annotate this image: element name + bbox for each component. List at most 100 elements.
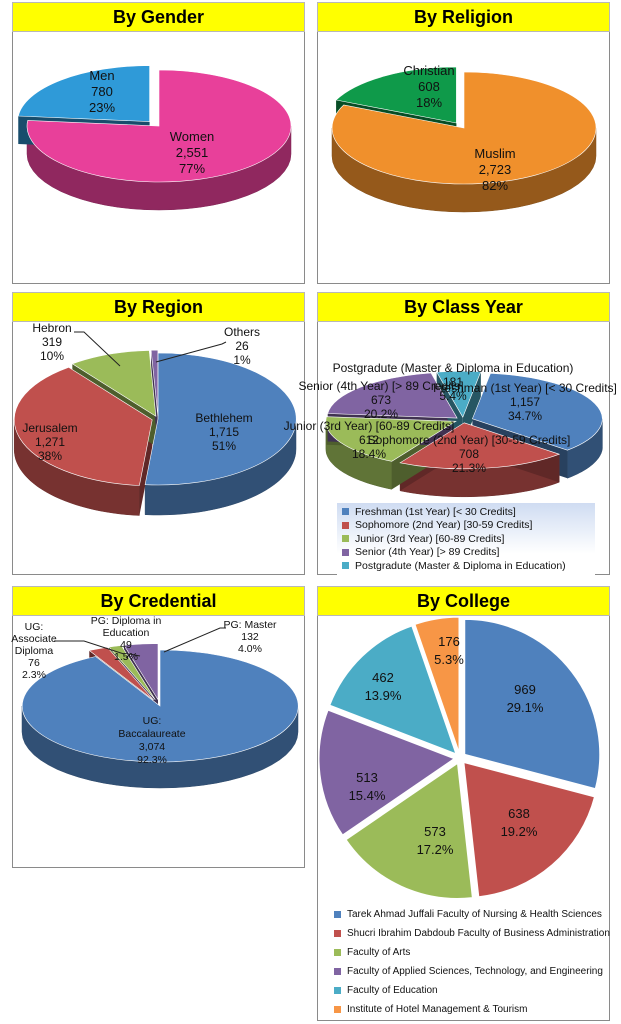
classyear-legend-item-junior-3rd-year-60-89-credits: Junior (3rd Year) [60-89 Credits] [342, 532, 566, 546]
classyear-legend-item-senior-4th-year-89-credits: Senior (4th Year) [> 89 Credits] [342, 546, 566, 560]
region-label-hebron: Hebron 319 10% [32, 321, 71, 363]
classyear-legend-label: Junior (3rd Year) [60-89 Credits] [355, 532, 505, 545]
college-legend-item-tarek-ahmad-juffali-faculty-of-nursing-health-sciences: Tarek Ahmad Juffali Faculty of Nursing &… [334, 905, 610, 924]
classyear-legend-label: Postgradute (Master & Diploma in Educati… [355, 559, 566, 572]
classyear-legend-item-postgradute-master-diploma-in-education: Postgradute (Master & Diploma in Educati… [342, 559, 566, 573]
credential-slice-ug-baccalaureate [21, 649, 299, 763]
classyear-slice-senior-4th-year-89-credits [327, 372, 458, 419]
college-legend-swatch [334, 1006, 341, 1013]
classyear-legend-swatch [342, 535, 349, 543]
classyear-legend-background [337, 503, 595, 575]
religion-title: By Religion [317, 2, 610, 32]
college-legend-swatch [334, 949, 341, 956]
college-legend: Tarek Ahmad Juffali Faculty of Nursing &… [334, 905, 610, 1019]
region-slice-others [150, 349, 159, 417]
college-label-shucri-ibrahim-dabdoub-faculty-of-business-administration: 638 19.2% [501, 806, 538, 839]
college-slice-shucri-ibrahim-dabdoub-faculty-of-business-administration [463, 761, 596, 898]
classyear-legend-item-sophomore-2nd-year-30-59-credits: Sophomore (2nd Year) [30-59 Credits] [342, 519, 566, 533]
religion-slice-christian [335, 66, 457, 124]
classyear-legend: Freshman (1st Year) [< 30 Credits] Sophom… [342, 505, 566, 573]
college-legend-label: Faculty of Applied Sciences, Technology,… [347, 966, 603, 977]
college-legend-swatch [334, 987, 341, 994]
college-legend-item-faculty-of-arts: Faculty of Arts [334, 943, 610, 962]
classyear-legend-swatch [342, 508, 349, 516]
college-label-institute-of-hotel-management-tourism: 176 5.3% [434, 634, 464, 667]
religion-pie-chart: Muslim 2,723 82% Christian 608 18% [331, 63, 597, 213]
college-legend-label: Institute of Hotel Management & Tourism [347, 1004, 528, 1015]
gender-pie-chart: Women 2,551 77% Men 780 23% [17, 65, 292, 211]
credential-slice-ug-associate-diploma [88, 646, 154, 701]
credential-leader-line [125, 653, 141, 659]
gender-slice-men [17, 65, 150, 122]
region-pie-chart: Bethlehem 1,715 51% Jerusalem 1,271 38% Hebron… [13, 321, 297, 516]
classyear-label-senior-4th-year-89-credits: Senior (4th Year) [> 89 Credits] 673 20.2% [298, 379, 463, 421]
college-legend-item-shucri-ibrahim-dabdoub-faculty-of-business-administration: Shucri Ibrahim Dabdoub Faculty of Busine… [334, 924, 610, 943]
classyear-legend-label: Freshman (1st Year) [< 30 Credits] [355, 505, 516, 518]
college-label-tarek-ahmad-juffali-faculty-of-nursing-health-sciences: 969 29.1% [507, 682, 544, 715]
credential-title: By Credential [12, 586, 305, 616]
college-legend-item-faculty-of-education: Faculty of Education [334, 981, 610, 1000]
classyear-legend-swatch [342, 562, 349, 570]
college-legend-swatch [334, 930, 341, 937]
college-legend-label: Faculty of Education [347, 985, 438, 996]
classyear-legend-label: Sophomore (2nd Year) [30-59 Credits] [355, 519, 533, 532]
region-label-jerusalem: Jerusalem 1,271 38% [22, 421, 77, 463]
credential-pie-chart: UG: Baccalaureate 3,074 92.3% UG: Associate Di… [11, 615, 299, 789]
credential-slice-pg-diploma-in-education [108, 645, 156, 700]
gender-title: By Gender [12, 2, 305, 32]
classyear-label-postgradute-master-diploma-in-education: Postgradute (Master & Diploma in Educati… [333, 361, 574, 403]
region-leader-line [155, 341, 227, 363]
college-label-faculty-of-arts: 573 17.2% [417, 824, 454, 857]
credential-label-pg-master: PG: Master 132 4.0% [223, 619, 277, 655]
credential-label-pg-diploma-in-education: PG: Diploma in Education 49 1.5% [91, 615, 162, 663]
classyear-slice-freshman-1st-year-30-credits [472, 372, 603, 451]
classyear-legend-swatch [342, 521, 349, 529]
credential-leader-line [54, 640, 125, 655]
college-label-faculty-of-education: 462 13.9% [365, 670, 402, 703]
college-slice-faculty-of-arts [345, 762, 473, 899]
credential-label-ug-baccalaureate: UG: Baccalaureate 3,074 92.3% [118, 715, 185, 766]
college-pie-chart: 969 29.1% 638 19.2% 573 17.2% 513 15.4% 462 13.9%… [318, 616, 601, 899]
classyear-label-freshman-1st-year-30-credits: Freshman (1st Year) [< 30 Credits] 1,157 3… [433, 381, 617, 423]
college-legend-label: Faculty of Arts [347, 947, 411, 958]
classyear-legend-label: Senior (4th Year) [> 89 Credits] [355, 546, 500, 559]
classyear-slice-junior-3rd-year-60-89-credits [325, 416, 457, 462]
religion-label-muslim: Muslim 2,723 82% [474, 146, 515, 193]
college-slice-institute-of-hotel-management-tourism [414, 616, 460, 753]
classyear-slice-postgradute-master-diploma-in-education [436, 370, 482, 418]
college-slice-faculty-of-education [329, 625, 457, 755]
religion-label-christian: Christian 608 18% [403, 63, 454, 110]
region-title: By Region [12, 292, 305, 322]
credential-leader-line [163, 627, 226, 653]
region-slice-jerusalem [13, 366, 153, 486]
credential-slice-pg-master [123, 643, 159, 701]
region-slice-bethlehem [144, 352, 297, 486]
classyear-title: By Class Year [317, 292, 610, 322]
region-slice-hebron [71, 350, 157, 417]
classyear-legend-item-freshman-1st-year-30-credits: Freshman (1st Year) [< 30 Credits] [342, 505, 566, 519]
classyear-label-junior-3rd-year-60-89-credits: Junior (3rd Year) [60-89 Credits] 612 18.4… [284, 419, 455, 461]
region-leader-line [74, 331, 121, 367]
gender-label-men: Men 780 23% [89, 68, 115, 115]
classyear-slice-sophomore-2nd-year-30-59-credits [399, 422, 561, 470]
college-title: By College [317, 586, 610, 616]
college-legend-swatch [334, 968, 341, 975]
classyear-label-sophomore-2nd-year-30-59-credits: Sophomore (2nd Year) [30-59 Credits] 708 2… [368, 433, 571, 475]
college-legend-swatch [334, 911, 341, 918]
college-label-faculty-of-applied-sciences-technology-and-engineering: 513 15.4% [349, 770, 386, 803]
classyear-legend-swatch [342, 548, 349, 556]
classyear-pie-chart: Freshman (1st Year) [< 30 Credits] 1,157 3… [284, 361, 617, 498]
college-legend-label: Shucri Ibrahim Dabdoub Faculty of Busine… [347, 928, 610, 939]
college-slice-tarek-ahmad-juffali-faculty-of-nursing-health-sciences [464, 618, 601, 790]
gender-slice-women [26, 69, 292, 183]
gender-label-women: Women 2,551 77% [170, 129, 215, 176]
college-legend-label: Tarek Ahmad Juffali Faculty of Nursing &… [347, 909, 602, 920]
region-label-bethlehem: Bethlehem 1,715 51% [195, 411, 252, 453]
college-legend-item-institute-of-hotel-management-tourism: Institute of Hotel Management & Tourism [334, 1000, 610, 1019]
region-slice-face-others [151, 350, 158, 447]
college-slice-faculty-of-applied-sciences-technology-and-engineering [318, 709, 456, 836]
credential-label-ug-associate-diploma: UG: Associate Diploma 76 2.3% [11, 621, 57, 681]
region-label-others: Others 26 1% [224, 325, 260, 367]
religion-slice-muslim [331, 71, 597, 185]
college-legend-item-faculty-of-applied-sciences-technology-and-engineering: Faculty of Applied Sciences, Technology,… [334, 962, 610, 981]
